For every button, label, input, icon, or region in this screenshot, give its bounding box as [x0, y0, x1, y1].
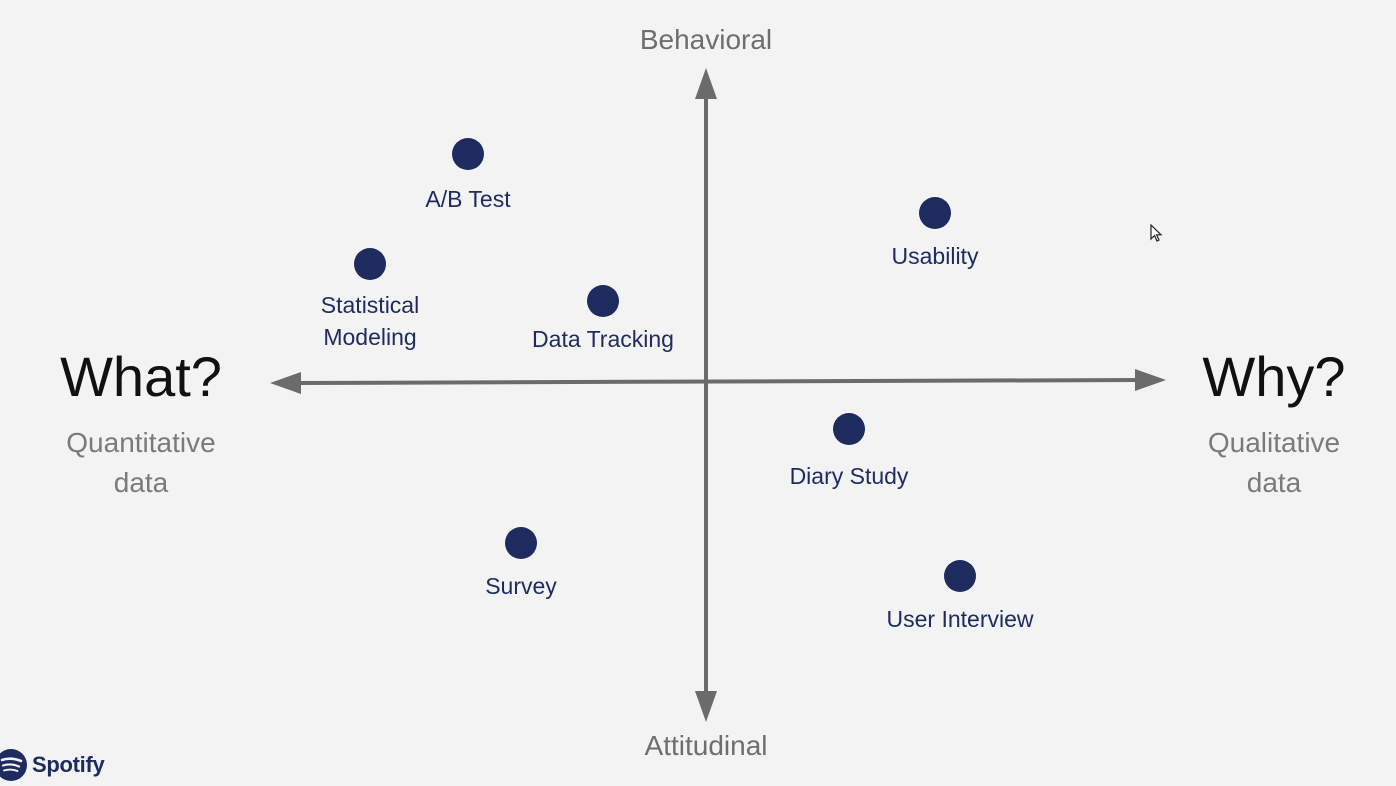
- left-arrowhead: [270, 372, 301, 394]
- method-label-diary-study: Diary Study: [789, 463, 909, 489]
- quantitative-data-label: Quantitative data: [66, 427, 216, 498]
- method-label-data-tracking: Data Tracking: [532, 326, 674, 352]
- horizontal-axis: [295, 378, 1141, 385]
- bottom-arrowhead: [695, 691, 717, 722]
- axis-label-behavioral: Behavioral: [639, 24, 773, 55]
- method-label-a-b-test: A/B Test: [425, 186, 511, 212]
- method-label-usability: Usability: [891, 243, 979, 269]
- top-arrowhead: [695, 68, 717, 99]
- method-label-survey: Survey: [485, 573, 557, 599]
- method-label-statistical-modeling: Statistical Modeling: [320, 292, 420, 350]
- method-dot-diary-study: [833, 413, 865, 445]
- right-arrowhead: [1135, 369, 1166, 391]
- spotify-brand: Spotify: [0, 748, 105, 782]
- method-dot-statistical-modeling: [354, 248, 386, 280]
- method-dot-user-interview: [944, 560, 976, 592]
- qualitative-data-label: Qualitative data: [1207, 427, 1341, 498]
- why-title: Why?: [1202, 345, 1346, 408]
- method-dot-a-b-test: [452, 138, 484, 170]
- axis-label-attitudinal: Attitudinal: [644, 730, 768, 761]
- mouse-cursor-icon: [1150, 224, 1163, 242]
- what-title: What?: [60, 345, 222, 408]
- method-dot-usability: [919, 197, 951, 229]
- method-label-user-interview: User Interview: [886, 606, 1034, 632]
- spotify-logo-icon: [0, 749, 27, 781]
- method-dot-data-tracking: [587, 285, 619, 317]
- brand-name: Spotify: [32, 752, 105, 777]
- method-dot-survey: [505, 527, 537, 559]
